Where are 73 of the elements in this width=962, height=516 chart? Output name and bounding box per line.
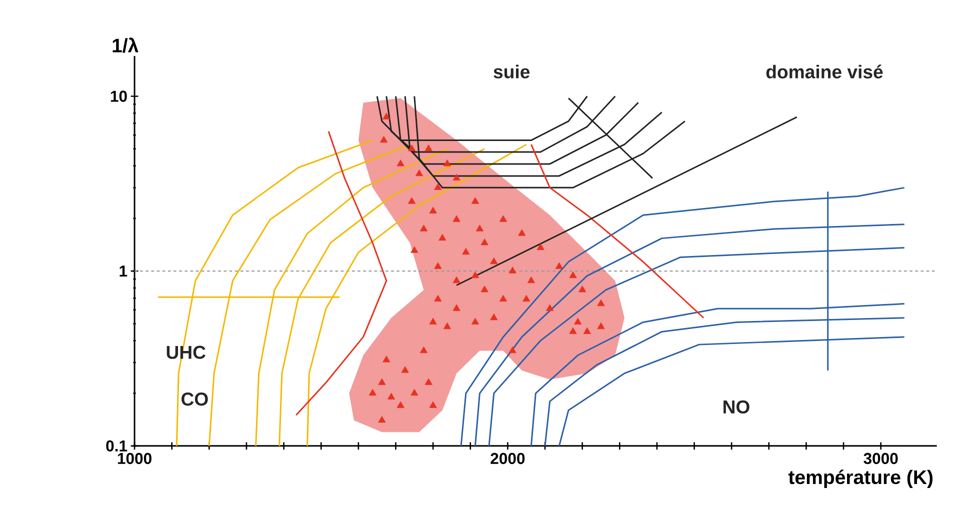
point (368, 388, 376, 396)
annotation: domaine visé (766, 64, 883, 79)
point (420, 224, 428, 232)
annotation: CO (182, 392, 208, 406)
line-series (295, 130, 388, 416)
point (415, 170, 424, 176)
point (471, 318, 480, 325)
point (380, 136, 388, 143)
y-tick-label: 10 (110, 90, 127, 102)
point (420, 346, 428, 354)
point (476, 224, 484, 232)
point (410, 388, 418, 396)
point (396, 160, 404, 166)
point (471, 271, 480, 278)
point (490, 314, 498, 320)
point (401, 366, 409, 373)
y-tick-label: 1 (120, 266, 128, 277)
point (597, 299, 605, 306)
point (408, 144, 416, 152)
point (518, 229, 526, 236)
point (527, 276, 535, 284)
x-tick-label: 1000 (118, 452, 152, 464)
point (499, 215, 508, 222)
point (452, 276, 460, 284)
point (429, 206, 437, 214)
point (555, 262, 563, 269)
point (382, 356, 390, 362)
point (378, 416, 386, 423)
y-tick-label: 0.1 (106, 440, 128, 452)
point (508, 266, 516, 274)
point (546, 304, 554, 311)
point (429, 401, 437, 408)
point (569, 271, 577, 278)
point (597, 322, 605, 330)
point (382, 112, 390, 120)
point (434, 294, 442, 302)
point (508, 346, 516, 354)
point (452, 174, 460, 181)
annotation: suie (494, 64, 530, 78)
point (408, 197, 416, 204)
point (429, 318, 437, 325)
point (522, 294, 530, 302)
point (424, 144, 432, 152)
annotation: NO (724, 400, 750, 414)
point (378, 378, 386, 386)
point (434, 262, 442, 269)
x-axis-title: température (K) (788, 470, 933, 488)
point (583, 327, 591, 334)
point (452, 215, 460, 222)
point (396, 401, 404, 408)
point (452, 304, 460, 311)
point (462, 248, 470, 255)
point (387, 392, 396, 400)
point (490, 258, 498, 264)
line-series (460, 186, 906, 447)
x-tick-label: 3000 (864, 452, 898, 464)
point (438, 234, 446, 241)
point (424, 378, 432, 386)
point (443, 322, 452, 330)
point (480, 238, 488, 246)
point (471, 197, 480, 204)
point (569, 327, 577, 334)
point (480, 286, 488, 292)
point (499, 294, 508, 302)
point (434, 183, 442, 190)
point (410, 246, 418, 253)
y-axis-title: 1/λ (112, 38, 138, 53)
point (578, 286, 586, 292)
x-tick-label: 2000 (490, 452, 525, 464)
point (443, 160, 452, 166)
line-series (530, 144, 704, 319)
point (536, 243, 544, 250)
point (574, 318, 582, 325)
